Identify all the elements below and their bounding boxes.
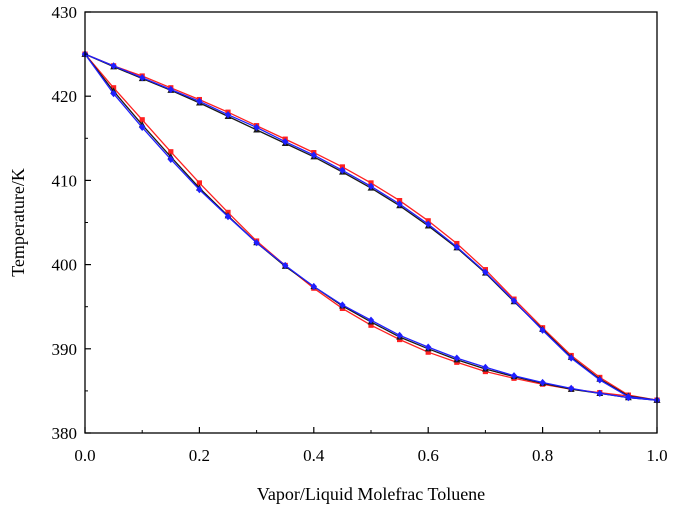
data-point xyxy=(425,220,432,228)
y-tick-label: 410 xyxy=(52,171,78,190)
x-tick-label: 0.6 xyxy=(418,446,439,465)
data-point xyxy=(568,354,575,362)
series-line xyxy=(84,53,658,401)
data-point xyxy=(110,62,117,70)
x-tick-label: 1.0 xyxy=(646,446,667,465)
data-point xyxy=(196,97,203,105)
data-point xyxy=(510,372,518,380)
data-point xyxy=(425,349,431,355)
data-point xyxy=(539,378,546,387)
series-line xyxy=(84,53,658,401)
ticks-layer: 0.0 0.2 0.4 0.6 0.8 1.0 380 390 400 410 420 430 xyxy=(52,3,668,465)
plot-frame xyxy=(84,11,658,434)
x-tick-label: 0.4 xyxy=(303,446,325,465)
data-point xyxy=(224,111,232,119)
y-tick-label: 430 xyxy=(52,3,78,22)
data-point xyxy=(339,166,346,174)
data-point xyxy=(539,326,546,334)
y-tick-label: 420 xyxy=(52,87,78,106)
x-tick-label: 0.8 xyxy=(532,446,553,465)
data-point xyxy=(224,213,232,221)
series-line xyxy=(84,53,658,401)
data-point xyxy=(396,331,403,339)
data-point xyxy=(482,268,489,276)
x-axis-title: Vapor/Liquid Molefrac Toluene xyxy=(257,484,485,504)
data-point xyxy=(596,376,603,384)
data-point xyxy=(282,261,289,270)
data-point xyxy=(167,155,174,163)
data-point xyxy=(168,149,174,155)
data-point xyxy=(167,85,174,94)
data-point xyxy=(368,322,374,328)
y-axis-title: Temperature/K xyxy=(8,168,28,277)
data-point xyxy=(253,239,260,247)
data-point xyxy=(568,384,575,392)
data-point xyxy=(482,363,489,371)
data-point xyxy=(396,200,403,208)
data-point xyxy=(453,354,460,362)
data-point xyxy=(196,186,203,194)
data-point xyxy=(196,180,202,186)
data-point xyxy=(310,151,317,159)
data-point xyxy=(110,90,117,98)
data-point xyxy=(310,282,317,291)
data-point xyxy=(510,297,518,305)
y-tick-label: 390 xyxy=(52,340,78,359)
data-point xyxy=(139,117,145,123)
series-layer xyxy=(81,50,661,404)
data-point xyxy=(139,74,146,82)
series-line xyxy=(84,53,658,401)
x-tick-label: 0.2 xyxy=(189,446,210,465)
data-point xyxy=(425,343,432,351)
series-bubble-square xyxy=(82,51,660,403)
x-tick-label: 0.0 xyxy=(74,446,95,465)
data-point xyxy=(339,301,346,309)
data-point xyxy=(596,389,603,398)
series-bubble-triangle xyxy=(81,50,661,403)
series-line xyxy=(84,53,658,401)
data-point xyxy=(625,394,632,402)
data-point xyxy=(282,138,289,146)
data-point xyxy=(367,182,375,190)
data-point xyxy=(253,123,260,131)
y-tick-label: 400 xyxy=(52,256,78,275)
data-point xyxy=(453,243,460,251)
series-dew-triangle xyxy=(81,50,661,403)
data-point xyxy=(139,123,146,131)
data-point xyxy=(367,316,375,324)
series-bubble-diamond xyxy=(81,50,661,404)
y-tick-label: 380 xyxy=(52,424,78,443)
series-dew-square xyxy=(82,51,660,403)
series-dew-diamond xyxy=(81,50,661,404)
series-line xyxy=(84,53,658,401)
